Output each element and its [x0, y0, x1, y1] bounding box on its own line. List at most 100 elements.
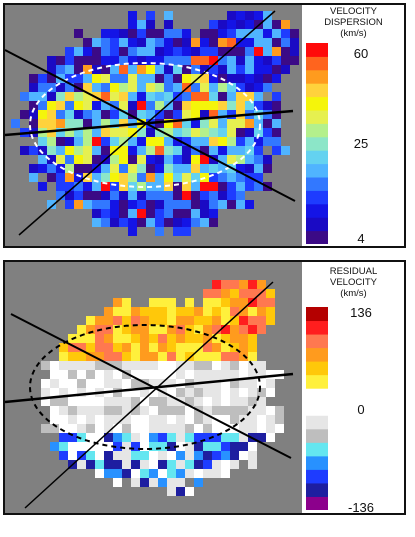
map-pixel — [137, 191, 146, 200]
map-pixel — [101, 101, 110, 110]
map-pixel — [41, 361, 50, 370]
map-pixel — [245, 47, 254, 56]
map-pixel — [140, 352, 149, 361]
map-pixel — [212, 307, 221, 316]
map-pixel — [113, 406, 122, 415]
map-pixel — [29, 173, 38, 182]
map-pixel — [164, 191, 173, 200]
map-pixel — [47, 164, 56, 173]
map-pixel — [203, 451, 212, 460]
map-pixel — [122, 469, 131, 478]
map-pixel — [266, 406, 275, 415]
map-pixel — [131, 316, 140, 325]
map-pixel — [104, 451, 113, 460]
map-pixel — [164, 56, 173, 65]
colorbar-block — [306, 307, 328, 322]
map-pixel — [155, 227, 164, 236]
map-pixel — [212, 325, 221, 334]
map-pixel — [239, 307, 248, 316]
map-pixel — [236, 74, 245, 83]
map-pixel — [164, 209, 173, 218]
map-pixel — [254, 155, 263, 164]
colorbar-title-line: VELOCITY — [330, 6, 377, 17]
map-pixel — [248, 334, 257, 343]
map-pixel — [20, 110, 29, 119]
map-pixel — [155, 155, 164, 164]
map-pixel — [191, 83, 200, 92]
map-pixel — [47, 146, 56, 155]
map-pixel — [194, 325, 203, 334]
map-pixel — [158, 352, 167, 361]
map-pixel — [194, 334, 203, 343]
map-pixel — [146, 65, 155, 74]
map-pixel — [212, 469, 221, 478]
map-pixel — [257, 280, 266, 289]
map-pixel — [92, 200, 101, 209]
dashed-ellipse — [29, 324, 261, 450]
map-pixel — [236, 92, 245, 101]
map-pixel — [236, 56, 245, 65]
map-pixel — [77, 406, 86, 415]
map-pixel — [185, 343, 194, 352]
map-pixel — [227, 155, 236, 164]
map-pixel — [50, 370, 59, 379]
map-pixel — [122, 325, 131, 334]
map-pixel — [218, 182, 227, 191]
map-pixel — [29, 92, 38, 101]
map-pixel — [56, 146, 65, 155]
map-pixel — [77, 370, 86, 379]
map-pixel — [59, 388, 68, 397]
map-pixel — [56, 83, 65, 92]
map-pixel — [245, 83, 254, 92]
map-pixel — [257, 316, 266, 325]
map-pixel — [182, 209, 191, 218]
map-pixel — [77, 460, 86, 469]
map-pixel — [122, 460, 131, 469]
map-pixel — [119, 38, 128, 47]
map-pixel — [263, 47, 272, 56]
map-pixel — [248, 289, 257, 298]
map-pixel — [239, 343, 248, 352]
map-pixel — [266, 316, 275, 325]
map-pixel — [155, 29, 164, 38]
map-pixel — [227, 47, 236, 56]
map-pixel — [146, 164, 155, 173]
map-pixel — [263, 29, 272, 38]
map-pixel — [290, 56, 299, 65]
map-pixel — [68, 424, 77, 433]
map-pixel — [38, 83, 47, 92]
map-pixel — [173, 83, 182, 92]
map-pixel — [110, 128, 119, 137]
map-pixel — [185, 424, 194, 433]
map-pixel — [137, 128, 146, 137]
map-pixel — [146, 56, 155, 65]
map-pixel — [218, 119, 227, 128]
map-pixel — [158, 406, 167, 415]
map-pixel — [137, 83, 146, 92]
map-pixel — [101, 164, 110, 173]
map-pixel — [254, 38, 263, 47]
map-pixel — [146, 155, 155, 164]
map-pixel — [173, 155, 182, 164]
map-pixel — [203, 406, 212, 415]
map-pixel — [230, 415, 239, 424]
map-pixel — [74, 182, 83, 191]
map-pixel — [248, 325, 257, 334]
map-pixel — [137, 20, 146, 29]
map-pixel — [173, 101, 182, 110]
map-pixel — [41, 424, 50, 433]
colorbar-block — [306, 388, 328, 403]
map-pixel — [263, 83, 272, 92]
map-pixel — [113, 451, 122, 460]
map-pixel — [74, 119, 83, 128]
map-pixel — [104, 433, 113, 442]
map-pixel — [68, 379, 77, 388]
map-pixel — [83, 119, 92, 128]
map-pixel — [59, 424, 68, 433]
map-pixel — [122, 307, 131, 316]
map-pixel — [140, 424, 149, 433]
map-pixel — [191, 47, 200, 56]
map-pixel — [149, 478, 158, 487]
map-pixel — [257, 325, 266, 334]
map-pixel — [176, 379, 185, 388]
